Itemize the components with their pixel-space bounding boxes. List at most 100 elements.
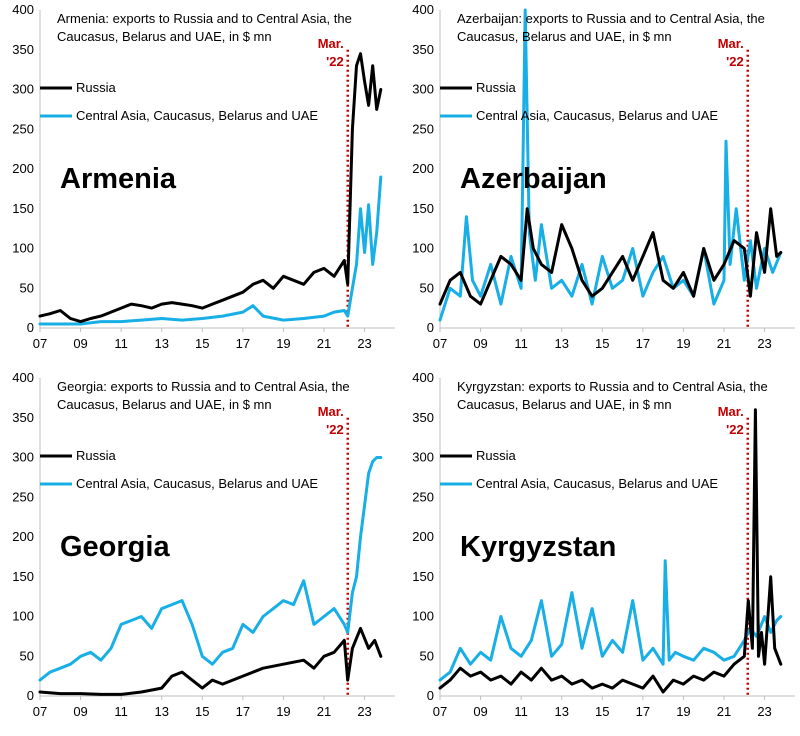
- y-tick-label: 100: [412, 241, 434, 256]
- y-tick-label: 200: [12, 161, 34, 176]
- chart-title: Caucasus, Belarus and UAE, in $ mn: [457, 29, 672, 44]
- y-tick-label: 200: [12, 529, 34, 544]
- x-tick-label: 17: [636, 336, 650, 351]
- legend-label: Russia: [476, 448, 517, 463]
- x-tick-label: 23: [757, 336, 771, 351]
- x-tick-label: 11: [514, 704, 528, 719]
- chart-panel-georgia: 0 50 100 150 200 250 300 350 400 07 09 11 13 15 17 19 21…: [0, 368, 400, 736]
- chart-panel-azerbaijan: 0 50 100 150 200 250 300 350 400 07 09 11 13 15 17 19 21…: [400, 0, 800, 368]
- x-tick-label: 11: [114, 336, 128, 351]
- x-tick-label: 13: [154, 704, 168, 719]
- series-line-central-asia: [38, 175, 383, 326]
- legend-label: Russia: [476, 80, 517, 95]
- chart-title: Kyrgyzstan: exports to Russia and to Cen…: [457, 379, 768, 394]
- chart-svg: 0 50 100 150 200 250 300 350 400 07 09 11 13 15 17 19 21…: [12, 370, 395, 719]
- x-tick-label: 07: [433, 336, 447, 351]
- chart-panel-kyrgyzstan: 0 50 100 150 200 250 300 350 400 07 09 11 13 15 17 19 21…: [400, 368, 800, 736]
- x-tick-label: 19: [676, 704, 690, 719]
- y-tick-label: 400: [412, 2, 434, 17]
- marker-label: Mar.: [318, 36, 344, 51]
- x-tick-label: 07: [433, 704, 447, 719]
- series-line-central-asia: [438, 559, 783, 682]
- marker-label: Mar.: [318, 404, 344, 419]
- x-tick-label: 13: [554, 704, 568, 719]
- series-line-russia: [38, 626, 383, 696]
- legend-label: Russia: [76, 448, 117, 463]
- x-tick-label: 07: [33, 336, 47, 351]
- y-tick-label: 200: [412, 161, 434, 176]
- x-tick-label: 13: [554, 336, 568, 351]
- x-tick-label: 19: [276, 336, 290, 351]
- chart-svg: 0 50 100 150 200 250 300 350 400 07 09 11 13 15 17 19 21…: [412, 370, 795, 719]
- y-tick-label: 350: [12, 42, 34, 57]
- x-tick-label: 15: [595, 336, 609, 351]
- x-tick-label: 17: [236, 704, 250, 719]
- y-tick-label: 300: [412, 450, 434, 465]
- y-tick-label: 200: [412, 529, 434, 544]
- y-tick-label: 150: [12, 569, 34, 584]
- y-tick-label: 400: [12, 2, 34, 17]
- y-tick-label: 100: [12, 609, 34, 624]
- x-tick-label: 23: [757, 704, 771, 719]
- chart-title: Caucasus, Belarus and UAE, in $ mn: [57, 29, 272, 44]
- chart-panel-armenia: 0 50 100 150 200 250 300 350 400 07 09 11 13 15 17 19 21…: [0, 0, 400, 368]
- y-tick-label: 100: [12, 241, 34, 256]
- x-tick-label: 17: [236, 336, 250, 351]
- x-tick-label: 15: [195, 704, 209, 719]
- x-tick-label: 21: [717, 336, 731, 351]
- chart-title: Caucasus, Belarus and UAE, in $ mn: [57, 397, 272, 412]
- legend-label: Central Asia, Caucasus, Belarus and UAE: [76, 108, 318, 123]
- x-tick-label: 09: [73, 704, 87, 719]
- y-tick-label: 300: [12, 450, 34, 465]
- y-tick-label: 150: [12, 201, 34, 216]
- marker-label: '22: [726, 54, 744, 69]
- y-tick-label: 350: [412, 410, 434, 425]
- x-tick-label: 19: [676, 336, 690, 351]
- x-tick-label: 13: [154, 336, 168, 351]
- chart-title: Caucasus, Belarus and UAE, in $ mn: [457, 397, 672, 412]
- legend-label: Central Asia, Caucasus, Belarus and UAE: [476, 108, 718, 123]
- marker-label: '22: [326, 422, 344, 437]
- chart-svg: 0 50 100 150 200 250 300 350 400 07 09 11 13 15 17 19 21…: [12, 2, 395, 351]
- x-tick-label: 21: [317, 336, 331, 351]
- y-tick-label: 400: [12, 370, 34, 385]
- x-tick-label: 11: [114, 704, 128, 719]
- y-tick-label: 300: [12, 82, 34, 97]
- x-tick-label: 09: [73, 336, 87, 351]
- y-tick-label: 0: [427, 688, 434, 703]
- marker-label: '22: [726, 422, 744, 437]
- chart-svg: 0 50 100 150 200 250 300 350 400 07 09 11 13 15 17 19 21…: [412, 2, 795, 351]
- y-tick-label: 250: [412, 489, 434, 504]
- series-line-russia: [438, 408, 783, 694]
- x-tick-label: 23: [357, 336, 371, 351]
- y-tick-label: 150: [412, 201, 434, 216]
- chart-title: Georgia: exports to Russia and to Centra…: [57, 379, 350, 394]
- y-tick-label: 250: [12, 489, 34, 504]
- y-tick-label: 100: [412, 609, 434, 624]
- country-label: Azerbaijan: [460, 163, 607, 195]
- chart-title: Armenia: exports to Russia and to Centra…: [57, 11, 352, 26]
- y-tick-label: 350: [12, 410, 34, 425]
- x-tick-label: 15: [195, 336, 209, 351]
- chart-title: Azerbaijan: exports to Russia and to Cen…: [457, 11, 765, 26]
- x-tick-label: 15: [595, 704, 609, 719]
- marker-label: Mar.: [718, 404, 744, 419]
- legend-label: Central Asia, Caucasus, Belarus and UAE: [76, 476, 318, 491]
- y-tick-label: 0: [27, 320, 34, 335]
- x-tick-label: 11: [514, 336, 528, 351]
- x-tick-label: 21: [317, 704, 331, 719]
- legend-label: Russia: [76, 80, 117, 95]
- y-tick-label: 50: [420, 648, 434, 663]
- y-tick-label: 0: [27, 688, 34, 703]
- country-label: Kyrgyzstan: [460, 531, 616, 563]
- y-tick-label: 400: [412, 370, 434, 385]
- y-tick-label: 350: [412, 42, 434, 57]
- x-tick-label: 09: [473, 704, 487, 719]
- y-tick-label: 250: [412, 121, 434, 136]
- country-label: Georgia: [60, 531, 170, 563]
- series-line-russia: [38, 52, 383, 324]
- country-label: Armenia: [60, 163, 177, 195]
- marker-label: '22: [326, 54, 344, 69]
- marker-label: Mar.: [718, 36, 744, 51]
- x-tick-label: 17: [636, 704, 650, 719]
